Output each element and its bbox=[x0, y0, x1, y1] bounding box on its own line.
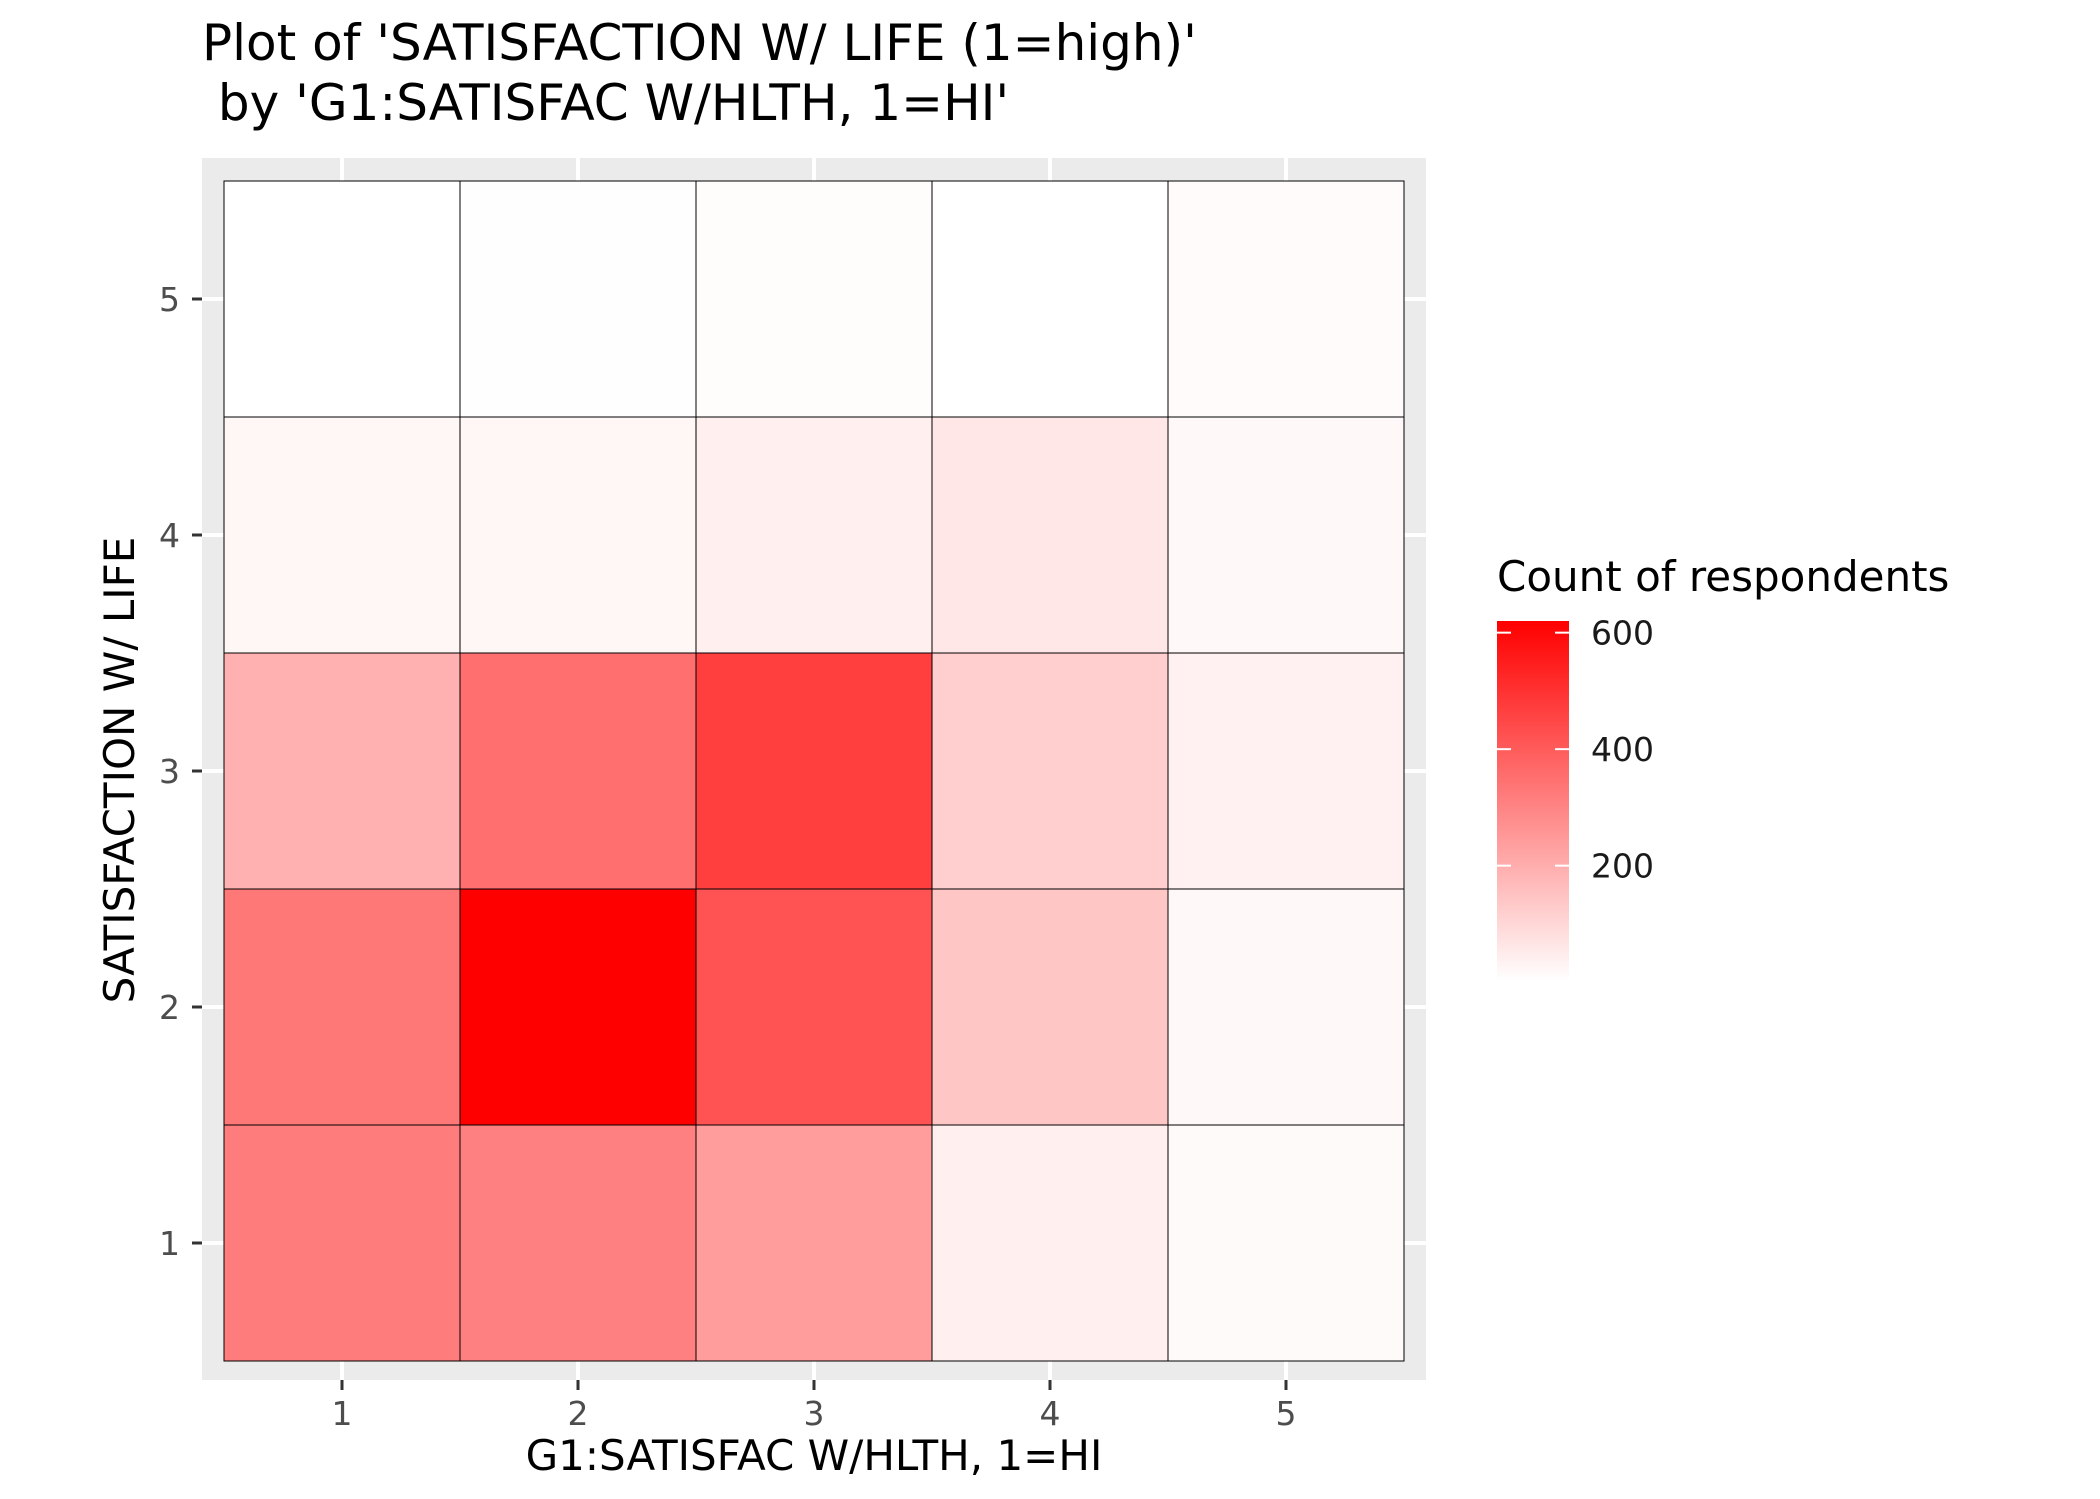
x-tick-label: 2 bbox=[568, 1394, 589, 1433]
heatmap-cell-x2-y5 bbox=[459, 180, 697, 418]
heatmap-cell-x5-y2 bbox=[1167, 888, 1405, 1126]
heatmap-cell-x2-y1 bbox=[459, 1124, 697, 1362]
y-axis-title: SATISFACTION W/ LIFE bbox=[95, 537, 144, 1004]
y-tick-label: 5 bbox=[159, 280, 180, 319]
heatmap-cells bbox=[223, 180, 1405, 1362]
y-tick-label: 2 bbox=[159, 988, 180, 1027]
heatmap-cell-x5-y5 bbox=[1167, 180, 1405, 418]
legend-ticks: 200 400 600 bbox=[1497, 614, 1654, 886]
chart-title-line-1: Plot of 'SATISFACTION W/ LIFE (1=high)' bbox=[202, 14, 1197, 72]
heatmap-cell-x2-y3 bbox=[459, 652, 697, 890]
heatmap-cell-x1-y5 bbox=[223, 180, 461, 418]
heatmap-cell-x5-y4 bbox=[1167, 416, 1405, 654]
heatmap-cell-x1-y4 bbox=[223, 416, 461, 654]
heatmap-cell-x3-y4 bbox=[695, 416, 933, 654]
x-tick-label: 1 bbox=[332, 1394, 353, 1433]
y-tick-label: 3 bbox=[159, 752, 180, 791]
heatmap-cell-x1-y3 bbox=[223, 652, 461, 890]
heatmap-cell-x2-y2 bbox=[459, 888, 697, 1126]
x-tick-label: 3 bbox=[804, 1394, 825, 1433]
heatmap-cell-x1-y2 bbox=[223, 888, 461, 1126]
heatmap-cell-x3-y5 bbox=[695, 180, 933, 418]
legend-title: Count of respondents bbox=[1497, 552, 1949, 601]
legend-tick-label: 600 bbox=[1591, 614, 1654, 653]
heatmap-cell-x3-y1 bbox=[695, 1124, 933, 1362]
legend-tick-label: 200 bbox=[1591, 847, 1654, 886]
heatmap-cell-x4-y5 bbox=[931, 180, 1169, 418]
heatmap-cell-x5-y3 bbox=[1167, 652, 1405, 890]
x-axis: 1 2 3 4 5 bbox=[332, 1380, 1297, 1433]
heatmap-cell-x4-y3 bbox=[931, 652, 1169, 890]
y-tick-label: 1 bbox=[159, 1224, 180, 1263]
heatmap-cell-x2-y4 bbox=[459, 416, 697, 654]
chart-title-line-2: by 'G1:SATISFAC W/HLTH, 1=HI' bbox=[202, 74, 1009, 132]
heatmap-cell-x3-y3 bbox=[695, 652, 933, 890]
x-tick-label: 5 bbox=[1276, 1394, 1297, 1433]
heatmap-cell-x3-y2 bbox=[695, 888, 933, 1126]
y-axis: 1 2 3 4 5 bbox=[159, 280, 202, 1263]
legend-tick-label: 400 bbox=[1591, 730, 1654, 769]
heatmap-cell-x1-y1 bbox=[223, 1124, 461, 1362]
heatmap-cell-x5-y1 bbox=[1167, 1124, 1405, 1362]
heatmap-cell-x4-y2 bbox=[931, 888, 1169, 1126]
y-tick-label: 4 bbox=[159, 516, 180, 555]
legend-colorbar bbox=[1497, 621, 1569, 981]
heatmap-cell-x4-y4 bbox=[931, 416, 1169, 654]
x-tick-label: 4 bbox=[1040, 1394, 1061, 1433]
heatmap-cell-x4-y1 bbox=[931, 1124, 1169, 1362]
x-axis-title: G1:SATISFAC W/HLTH, 1=HI bbox=[526, 1431, 1103, 1480]
